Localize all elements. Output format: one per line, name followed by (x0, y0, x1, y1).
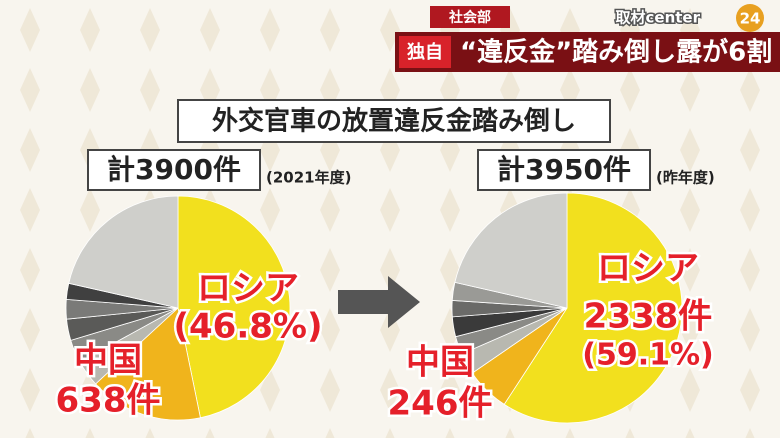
headline: “違反金”踏み倒し露が6割 (460, 37, 772, 68)
logo: 取材center (616, 9, 701, 27)
logo-badge (736, 4, 764, 32)
value-label: (46.8%) (173, 307, 322, 347)
headline-band (395, 32, 780, 72)
category-label: 中国 (406, 343, 474, 383)
pie-slice (95, 307, 201, 421)
total-box (87, 149, 261, 191)
pie-slice (503, 192, 683, 424)
total-box (477, 149, 651, 191)
value-label: 638件 (56, 381, 161, 421)
value-label: 2338件 (584, 297, 713, 337)
title-box (177, 99, 611, 143)
category-label: 中国 (74, 341, 142, 381)
category-label: ロシア (597, 249, 699, 289)
department-tab (430, 6, 510, 28)
total: 計3950件 (497, 153, 631, 186)
period: (昨年度) (656, 169, 715, 187)
title: 外交官車の放置違反金踏み倒し (212, 106, 576, 137)
pie-slice (177, 195, 291, 419)
annotation: (59.1%) (582, 338, 714, 373)
total: 計3900件 (107, 153, 241, 186)
category-label: ロシア (197, 269, 299, 309)
pie-slice (454, 192, 568, 309)
value-label: 246件 (388, 384, 493, 424)
tag: 独自 (407, 41, 443, 63)
department: 社会部 (448, 9, 491, 26)
pie-slice (68, 195, 179, 309)
logo-number: 24 (740, 10, 761, 28)
arrow (338, 276, 420, 328)
period: (2021年度) (266, 169, 351, 187)
tag-box (399, 36, 451, 68)
